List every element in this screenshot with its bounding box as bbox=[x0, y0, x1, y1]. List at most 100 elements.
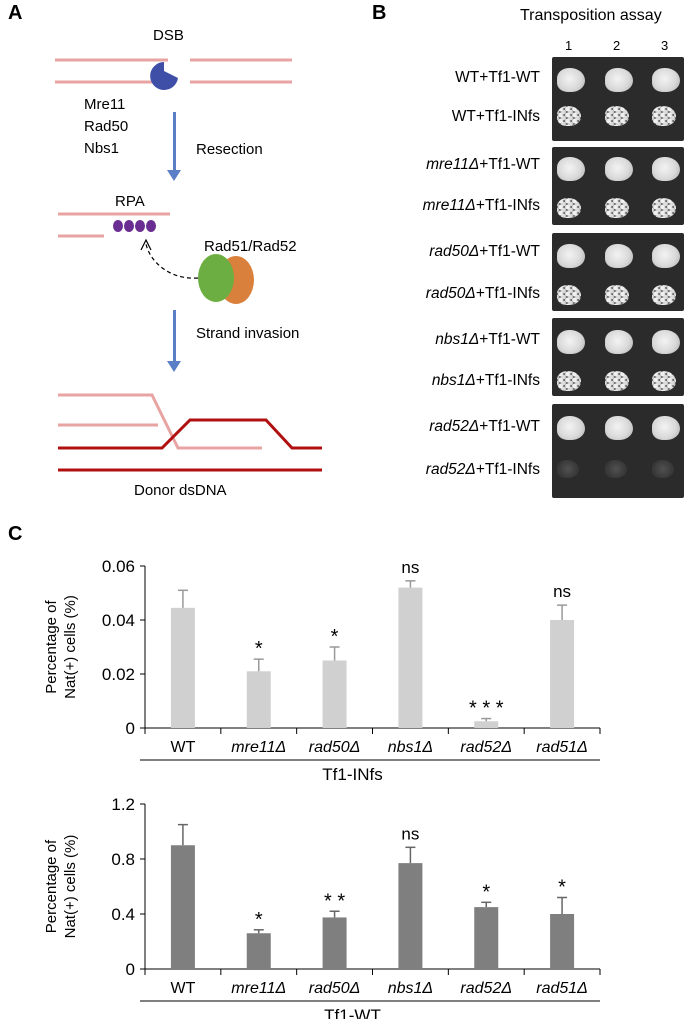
x-category-label: mre11Δ bbox=[231, 980, 286, 997]
rad51-rad52-label: Rad51/Rad52 bbox=[204, 238, 297, 255]
bar bbox=[550, 620, 575, 728]
x-category-label: nbs1Δ bbox=[388, 980, 433, 997]
dsb-label: DSB bbox=[153, 27, 184, 44]
bar bbox=[246, 933, 271, 969]
donor-dsdna-label: Donor dsDNA bbox=[134, 482, 227, 499]
rad51-shape bbox=[198, 254, 234, 302]
bar bbox=[474, 907, 499, 969]
significance-label: ns bbox=[401, 824, 419, 843]
row-label-mre11-tf1-infs: mre11Δ+Tf1-INfs bbox=[422, 197, 540, 214]
yeast-colony-spot bbox=[652, 157, 680, 181]
yeast-colony-spot bbox=[605, 371, 629, 391]
yeast-colony-spot bbox=[652, 244, 680, 268]
y-tick-label: 0.8 bbox=[111, 850, 135, 869]
rpa-dot bbox=[135, 220, 145, 232]
yeast-colony-spot bbox=[605, 416, 633, 440]
x-axis-group-label: Tf1-WT bbox=[324, 1006, 381, 1019]
resection-arrow bbox=[173, 112, 176, 172]
yeast-colony-spot bbox=[557, 106, 581, 126]
row-label-wt-tf1-infs: WT+Tf1-INfs bbox=[451, 108, 540, 125]
yeast-colony-spot bbox=[605, 460, 627, 478]
yeast-colony-spot bbox=[652, 106, 676, 126]
significance-label: * bbox=[558, 877, 566, 899]
y-tick-label: 0.04 bbox=[102, 611, 135, 630]
significance-label: * bbox=[255, 909, 263, 931]
y-tick-label: 0.4 bbox=[111, 905, 135, 924]
y-axis-label: Percentage of Nat(+) cells (%) bbox=[43, 835, 79, 939]
yeast-colony-spot bbox=[605, 330, 633, 354]
yeast-colony-spot bbox=[557, 157, 585, 181]
x-category-label: WT bbox=[170, 980, 195, 997]
yeast-colony-spot bbox=[605, 285, 629, 305]
mre11-complex-shape bbox=[150, 62, 178, 90]
y-axis-label: Percentage of Nat(+) cells (%) bbox=[43, 595, 79, 699]
row-label-mre11-tf1-wt: mre11Δ+Tf1-WT bbox=[426, 156, 540, 173]
strand-invasion-arrow-head bbox=[167, 361, 181, 372]
bar bbox=[246, 671, 271, 728]
yeast-colony-spot bbox=[652, 68, 680, 92]
nbs1-label: Nbs1 bbox=[84, 140, 120, 157]
panel-b-letter: B bbox=[372, 2, 387, 24]
yeast-colony-spot bbox=[605, 198, 629, 218]
column-number: 2 bbox=[613, 38, 621, 53]
bar bbox=[474, 721, 499, 728]
tf1-infs-bar-chart: 0 0.02 0.04 0.06 Percentage of Nat(+) cells (… bbox=[43, 557, 601, 780]
x-category-label: mre11Δ bbox=[231, 739, 286, 756]
yeast-colony-spot bbox=[557, 371, 581, 391]
rpa-dot bbox=[146, 220, 156, 232]
panel-a-diagram bbox=[55, 58, 322, 472]
yeast-colony-spot bbox=[652, 371, 676, 391]
yeast-colony-spot bbox=[652, 198, 676, 218]
rad51-loading-dashed-arrow bbox=[145, 243, 199, 279]
significance-label: ns bbox=[401, 558, 419, 577]
rpa-dot bbox=[113, 220, 123, 232]
mre11-label: Mre11 bbox=[84, 96, 126, 113]
yeast-colony-spot bbox=[557, 330, 585, 354]
x-category-label: nbs1Δ bbox=[388, 739, 433, 756]
yeast-colony-spot bbox=[652, 416, 680, 440]
row-label-nbs1-tf1-wt: nbs1Δ+Tf1-WT bbox=[435, 331, 540, 348]
column-number: 3 bbox=[661, 38, 669, 53]
yeast-colony-spot bbox=[605, 68, 633, 92]
x-axis-group-label: Tf1-INfs bbox=[322, 765, 382, 780]
yeast-colony-spot bbox=[557, 68, 585, 92]
row-label-rad50-tf1-wt: rad50Δ+Tf1-WT bbox=[429, 243, 540, 260]
yeast-colony-spot bbox=[652, 285, 676, 305]
column-number: 1 bbox=[565, 38, 573, 53]
significance-label: * bbox=[482, 881, 490, 903]
yeast-colony-spot bbox=[605, 106, 629, 126]
yeast-colony-spot bbox=[557, 460, 579, 478]
row-label-nbs1-tf1-infs: nbs1Δ+Tf1-INfs bbox=[431, 372, 540, 389]
rad50-label: Rad50 bbox=[84, 118, 129, 135]
row-label-wt-tf1-wt: WT+Tf1-WT bbox=[455, 69, 540, 86]
yeast-colony-spot bbox=[557, 285, 581, 305]
significance-label: ns bbox=[553, 582, 571, 601]
yeast-colony-spot bbox=[557, 416, 585, 440]
x-category-label: WT bbox=[170, 739, 195, 756]
bar bbox=[322, 660, 347, 728]
x-category-label: rad51Δ bbox=[536, 739, 588, 756]
bar bbox=[398, 587, 423, 728]
invading-strand-top bbox=[58, 393, 212, 450]
x-category-label: rad52Δ bbox=[460, 980, 512, 997]
rpa-dot bbox=[124, 220, 134, 232]
rpa-label: RPA bbox=[115, 193, 145, 210]
x-category-label: rad51Δ bbox=[536, 980, 588, 997]
resection-label: Resection bbox=[196, 141, 263, 158]
transposition-assay-title: Transposition assay bbox=[520, 7, 662, 24]
row-label-rad50-tf1-infs: rad50Δ+Tf1-INfs bbox=[425, 285, 540, 302]
panel-a-letter: A bbox=[8, 2, 23, 24]
x-category-label: rad50Δ bbox=[309, 739, 361, 756]
significance-label: * bbox=[255, 638, 263, 660]
donor-strand-top bbox=[58, 418, 322, 450]
resection-arrow-head bbox=[167, 170, 181, 181]
y-tick-label: 0 bbox=[126, 719, 135, 738]
yeast-colony-spot bbox=[557, 244, 585, 268]
strand-invasion-label: Strand invasion bbox=[196, 325, 300, 342]
bar bbox=[550, 914, 575, 969]
row-label-rad52-tf1-infs: rad52Δ+Tf1-INfs bbox=[425, 461, 540, 478]
yeast-colony-spot bbox=[605, 157, 633, 181]
x-category-label: rad50Δ bbox=[309, 980, 361, 997]
panel-c-letter: C bbox=[8, 523, 23, 545]
y-tick-label: 1.2 bbox=[111, 795, 135, 814]
